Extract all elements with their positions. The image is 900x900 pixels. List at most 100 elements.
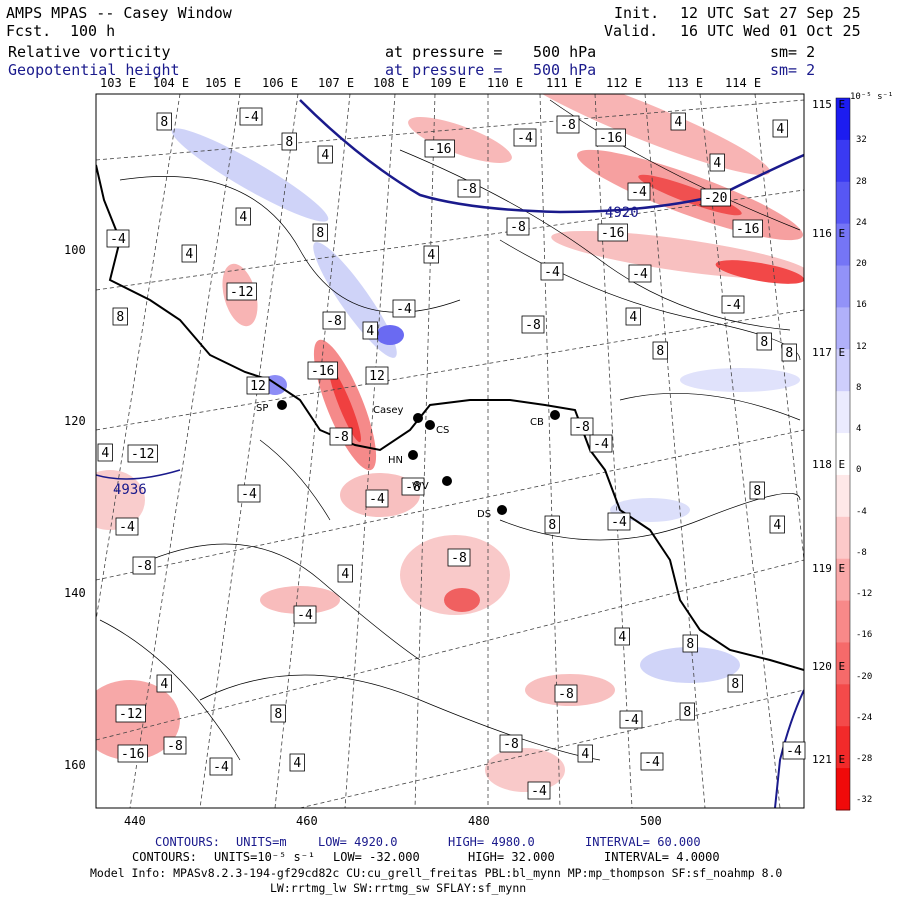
right-longitude-label: 119 E xyxy=(812,562,846,575)
map-title: AMPS MPAS -- Casey Window xyxy=(6,4,232,22)
top-longitude-label: 113 E xyxy=(667,76,704,90)
height-contours-high: HIGH= 4980.0 xyxy=(448,835,535,849)
colorbar-swatch xyxy=(836,726,850,769)
vorticity-contour-value: -4 xyxy=(544,265,560,280)
vorticity-contour-value: -8 xyxy=(525,318,541,333)
colorbar-swatch xyxy=(836,223,850,267)
vorticity-contour-label: 8 xyxy=(679,702,695,721)
stations: SP Casey CS CB HN WV DS xyxy=(256,400,560,520)
vorticity-contour-label: 4 xyxy=(337,564,353,583)
colorbar-level-label: 24 xyxy=(856,217,867,228)
vorticity-contour-value: 4 xyxy=(618,630,626,645)
valid-time: 16 UTC Wed 01 Oct 25 xyxy=(680,22,861,40)
vorticity-contour-value: -4 xyxy=(241,487,257,502)
colorbar-swatch xyxy=(836,181,850,225)
vorticity-contour-label: 8 xyxy=(312,223,328,242)
vorticity-contour-value: -12 xyxy=(230,285,253,300)
vorticity-contour-value: -8 xyxy=(333,430,349,445)
vorticity-contour-label: -8 xyxy=(132,556,156,575)
vorticity-contour-label: -8 xyxy=(322,311,346,330)
colorbar-level-label: -32 xyxy=(856,795,873,806)
field2-smoothing: sm= 2 xyxy=(770,61,816,79)
vorticity-contour-value: 4 xyxy=(713,156,721,171)
right-longitude-label: 120 E xyxy=(812,660,846,673)
height-label-4920: 4920 xyxy=(605,205,639,221)
vorticity-contours-units: UNITS=10⁻⁵ s⁻¹ xyxy=(214,850,316,864)
vorticity-contour-value: -8 xyxy=(503,737,519,752)
vorticity-contour-label: 8 xyxy=(727,674,743,693)
y-tick-label: 100 xyxy=(64,243,86,257)
valid-label: Valid. xyxy=(604,22,659,40)
vorticity-contour-label: 4 xyxy=(97,443,113,462)
colorbar-swatch xyxy=(836,600,850,643)
vorticity-contour-value: 8 xyxy=(656,344,664,359)
station-marker: WV xyxy=(412,476,452,492)
vorticity-contour-label: 4 xyxy=(362,321,378,340)
vorticity-contour-label: -16 xyxy=(597,223,628,242)
colorbar-level-label: 20 xyxy=(856,259,867,270)
vorticity-contour-label: 8 xyxy=(682,634,698,653)
colorbar-level-label: -8 xyxy=(856,547,867,558)
vorticity-contour-value: -4 xyxy=(243,110,259,125)
vorticity-contour-value: -4 xyxy=(517,131,533,146)
station-label: CB xyxy=(530,417,544,428)
forecast-hours: 100 h xyxy=(70,22,116,40)
top-longitude-label: 105 E xyxy=(205,76,242,90)
top-longitude-label: 104 E xyxy=(153,76,190,90)
vorticity-contour-value: 8 xyxy=(731,677,739,692)
vorticity-contour-label: 4 xyxy=(709,153,725,172)
vorticity-contour-value: -16 xyxy=(599,131,622,146)
vorticity-contour-label: 4 xyxy=(577,744,593,763)
vorticity-contour-label: 12 xyxy=(246,376,270,395)
vorticity-contour-value: 12 xyxy=(250,379,266,394)
vorticity-contour-label: 8 xyxy=(749,481,765,500)
colorbar-level-label: 8 xyxy=(856,382,862,393)
vorticity-contour-value: -4 xyxy=(644,755,660,770)
height-contour-4920 xyxy=(299,99,804,214)
top-longitude-label: 103 E xyxy=(100,76,137,90)
vorticity-contours-low: LOW= -32.000 xyxy=(333,850,420,864)
x-tick-label: 440 xyxy=(124,814,146,828)
colorbar-swatch xyxy=(836,98,850,141)
vorticity-contour-label: 4 xyxy=(614,627,630,646)
station-label: WV xyxy=(412,481,429,492)
vorticity-contour-label: -4 xyxy=(209,757,233,776)
vorticity-contour-value: -12 xyxy=(119,707,142,722)
vorticity-contour-label: -4 xyxy=(540,262,564,281)
station-marker: CB xyxy=(530,410,560,428)
vorticity-contour-value: -8 xyxy=(510,220,526,235)
right-longitude-label: 116 E xyxy=(812,227,846,240)
station-marker: CS xyxy=(425,420,449,436)
vorticity-contour-value: -4 xyxy=(632,267,648,282)
colorbar-unit: 10⁻⁵ s⁻¹ xyxy=(850,92,894,102)
height-contours-low: LOW= 4920.0 xyxy=(318,835,398,849)
station-label: CS xyxy=(436,425,449,436)
vorticity-contour-label: 4 xyxy=(156,674,172,693)
vorticity-contour-label: 4 xyxy=(289,753,305,772)
vorticity-contour-label: -8 xyxy=(457,179,481,198)
vorticity-contour-label: -4 xyxy=(640,752,664,771)
field2-pressure-value: 500 hPa xyxy=(533,61,597,79)
vorticity-contour-label: -20 xyxy=(700,188,731,207)
station-label: Casey xyxy=(373,405,403,416)
vorticity-contour-label: 8 xyxy=(112,307,128,326)
vorticity-contour-label: -8 xyxy=(521,315,545,334)
vorticity-contour-value: -4 xyxy=(110,232,126,247)
vorticity-contour-value: -20 xyxy=(704,191,727,206)
vorticity-contour-value: -8 xyxy=(560,118,576,133)
colorbar-swatch xyxy=(836,684,850,727)
colorbar-swatch xyxy=(836,349,850,392)
vorticity-contour-value: -16 xyxy=(121,747,144,762)
vorticity-contour-value: 8 xyxy=(316,226,324,241)
vorticity-contour-value: 8 xyxy=(686,637,694,652)
vorticity-contour-label: -12 xyxy=(226,282,257,301)
vorticity-contour-value: -8 xyxy=(136,559,152,574)
vorticity-contour-label: 8 xyxy=(652,341,668,360)
vorticity-contour-value: -4 xyxy=(531,784,547,799)
colorbar-level-label: 12 xyxy=(856,341,867,352)
station-label: SP xyxy=(256,403,268,414)
vorticity-contour-label: -8 xyxy=(554,684,578,703)
vorticity-contour-label: -4 xyxy=(106,229,130,248)
vorticity-contour-value: -16 xyxy=(601,226,624,241)
vorticity-contour-label: -4 xyxy=(365,489,389,508)
